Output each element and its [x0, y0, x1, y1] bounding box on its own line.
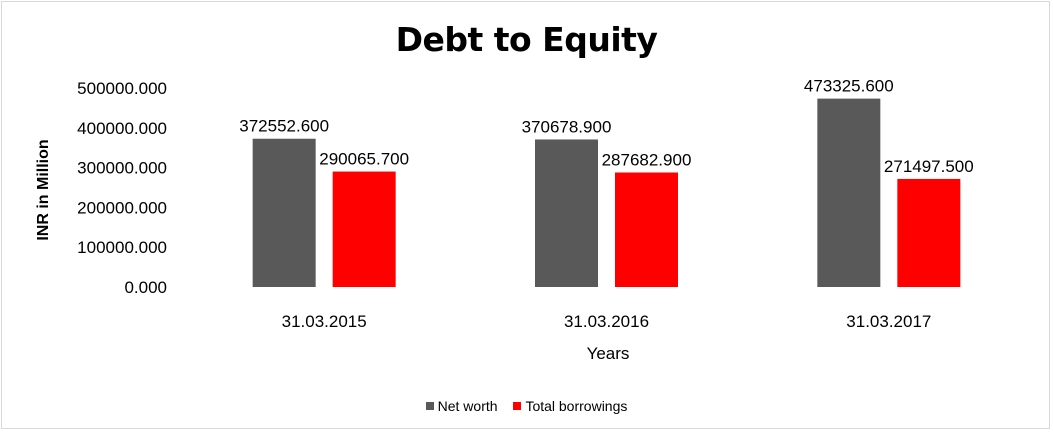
- x-axis-label: Years: [586, 344, 630, 363]
- data-label: 473325.600: [804, 77, 894, 96]
- legend-swatch-networth: [425, 402, 434, 410]
- legend-label-networth: Net worth: [437, 398, 498, 414]
- y-tick-label: 0.000: [124, 278, 167, 297]
- y-tick-label: 200000.000: [77, 198, 167, 217]
- legend-label-total-borrowings: Total borrowings: [525, 398, 628, 414]
- x-tick-label: 31.03.2016: [564, 312, 649, 331]
- bar-networth: [252, 138, 316, 287]
- legend-swatch-total-borrowings: [513, 402, 522, 410]
- y-tick-label: 100000.000: [77, 238, 167, 257]
- data-label: 287682.900: [602, 151, 692, 170]
- legend-item-total-borrowings: Total borrowings: [513, 398, 627, 414]
- x-tick-label: 31.03.2015: [282, 312, 367, 331]
- y-tick-label: 500000.000: [77, 79, 167, 98]
- bar-total-borrowings: [897, 178, 961, 287]
- data-label: 370678.900: [522, 117, 612, 136]
- bar-total-borrowings: [615, 172, 678, 287]
- legend: Net worth Total borrowings: [0, 397, 1053, 414]
- x-tick-label: 31.03.2017: [846, 312, 931, 331]
- y-tick-label: 400000.000: [77, 119, 167, 138]
- data-label: 372552.600: [239, 117, 329, 136]
- legend-item-networth: Net worth: [425, 398, 498, 414]
- bar-networth: [535, 139, 598, 287]
- y-tick-label: 300000.000: [77, 159, 167, 178]
- data-label: 290065.700: [319, 150, 409, 169]
- bar-total-borrowings: [332, 171, 396, 287]
- chart-title: Debt to Equity: [395, 20, 658, 59]
- bar-networth: [817, 98, 881, 287]
- data-label: 271497.500: [884, 157, 974, 176]
